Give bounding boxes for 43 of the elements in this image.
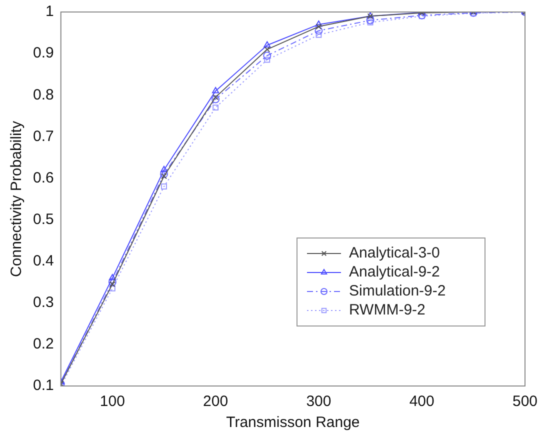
point [263, 52, 272, 60]
point [108, 274, 116, 280]
x-tick-label: 300 [306, 393, 332, 410]
x-axis-title: Transmisson Range [226, 414, 360, 432]
point [160, 170, 168, 178]
point [212, 104, 219, 111]
point [315, 20, 322, 27]
point [160, 166, 168, 172]
x-tick-label: 100 [100, 393, 125, 410]
point [161, 184, 167, 190]
point [109, 281, 116, 288]
y-tick-label: 0.1 [32, 377, 54, 394]
point [264, 56, 270, 63]
point [108, 278, 116, 286]
legend-label: Simulation-9-2 [349, 282, 446, 300]
legend-label: Analytical-3-0 [349, 244, 440, 262]
point [314, 26, 323, 35]
legend-label: RWMM-9-2 [349, 302, 426, 319]
x-tick-label: 500 [512, 393, 538, 410]
y-tick-label: 0.2 [32, 336, 54, 353]
y-tick-label: 0.7 [32, 128, 54, 145]
point [109, 285, 116, 292]
y-tick-label: 1 [46, 3, 54, 20]
y-tick-label: 0.3 [32, 294, 54, 312]
point [316, 24, 322, 30]
point [367, 19, 374, 26]
x-tick-label: 400 [409, 393, 434, 410]
point [366, 16, 374, 24]
point [212, 94, 219, 100]
point [212, 95, 220, 104]
point [212, 86, 220, 94]
y-axis-title: Connectivity Probability [8, 120, 26, 277]
y-tick-label: 0.9 [32, 44, 54, 62]
y-tick-label: 0.4 [32, 252, 54, 270]
x-tick-label: 200 [203, 393, 228, 410]
point [264, 46, 270, 52]
point [161, 173, 167, 180]
y-tick-label: 0.8 [32, 86, 54, 104]
y-tick-label: 0.5 [32, 210, 54, 228]
point [264, 41, 271, 48]
point [316, 32, 322, 38]
legend-label: Analytical-9-2 [349, 264, 440, 281]
y-tick-label: 0.6 [32, 169, 54, 186]
